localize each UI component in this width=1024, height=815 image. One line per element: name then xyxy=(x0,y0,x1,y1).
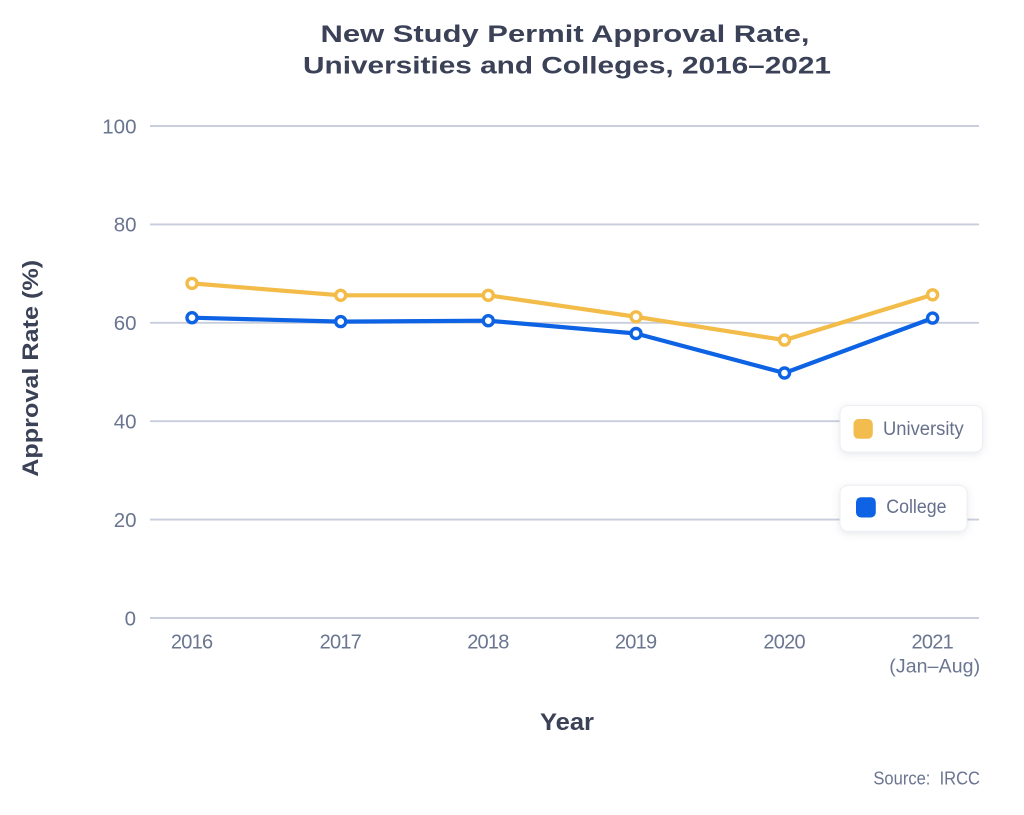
svg-text:2020: 2020 xyxy=(763,631,805,653)
svg-text:2018: 2018 xyxy=(467,631,509,653)
svg-text:0: 0 xyxy=(125,607,136,630)
svg-text:University: University xyxy=(883,419,964,440)
svg-text:40: 40 xyxy=(114,411,137,434)
svg-text:(Jan–Aug): (Jan–Aug) xyxy=(889,656,980,678)
svg-text:100: 100 xyxy=(102,115,136,138)
svg-text:New Study Permit Approval Rate: New Study Permit Approval Rate, xyxy=(321,21,810,48)
svg-text:60: 60 xyxy=(114,312,137,335)
svg-text:Year: Year xyxy=(540,709,594,736)
svg-text:Source: IRCC: Source: IRCC xyxy=(873,767,980,788)
svg-text:2019: 2019 xyxy=(615,631,657,653)
svg-text:2016: 2016 xyxy=(171,631,213,653)
svg-text:20: 20 xyxy=(114,509,137,532)
svg-text:Approval Rate (%): Approval Rate (%) xyxy=(18,260,43,477)
svg-text:80: 80 xyxy=(114,214,137,237)
svg-text:Universities and Colleges, 201: Universities and Colleges, 2016–2021 xyxy=(303,53,831,80)
svg-text:2021: 2021 xyxy=(912,631,954,653)
svg-text:College: College xyxy=(886,497,946,518)
svg-text:2017: 2017 xyxy=(320,631,362,653)
